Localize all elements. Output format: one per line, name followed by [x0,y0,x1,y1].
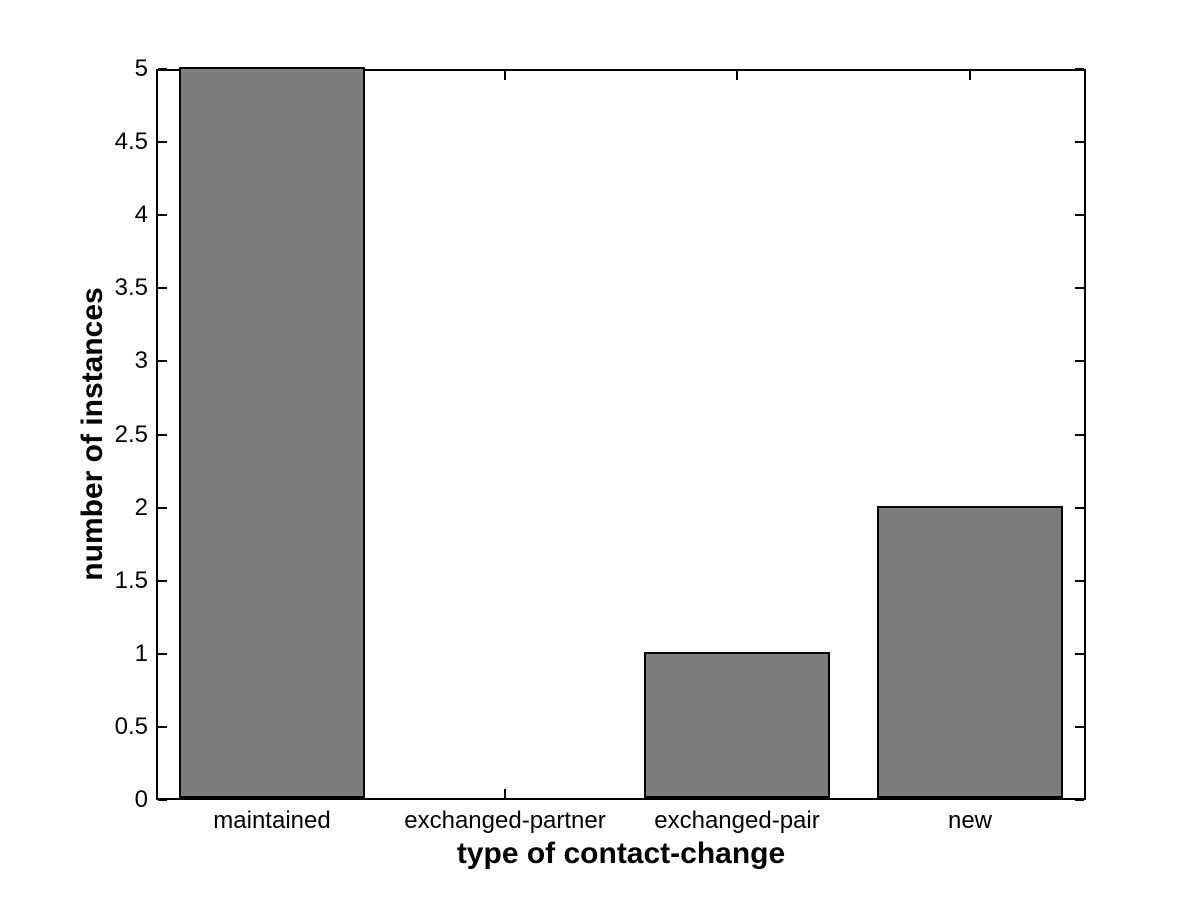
bar-new [877,506,1063,798]
y-tick-mark-left [158,214,167,216]
x-tick-mark-top [736,71,738,80]
y-tick-mark-right [1075,580,1084,582]
y-tick-mark-right [1075,287,1084,289]
y-tick-mark-right [1075,360,1084,362]
y-tick-mark-left [158,726,167,728]
x-tick-mark-top [504,71,506,80]
y-tick-mark-left [158,434,167,436]
y-tick-label: 0.5 [114,713,148,740]
y-tick-label: 4.5 [114,128,148,155]
y-tick-mark-right [1075,434,1084,436]
y-tick-label: 2.5 [114,421,148,448]
y-tick-label: 0 [134,786,148,813]
y-tick-mark-right [1075,68,1084,70]
y-tick-label: 4 [134,201,148,228]
plot-area [156,67,1086,801]
y-tick-label: 3.5 [114,274,148,301]
bar-maintained [179,67,365,798]
x-tick-label: maintained [213,807,331,834]
y-tick-mark-left [158,360,167,362]
x-tick-label: new [947,807,993,834]
y-tick-mark-left [158,580,167,582]
y-tick-mark-left [158,287,167,289]
y-tick-label: 1 [134,640,148,667]
y-tick-mark-right [1075,799,1084,801]
y-tick-mark-right [1075,141,1084,143]
x-tick-mark-top [969,71,971,80]
y-tick-mark-left [158,799,167,801]
y-tick-label: 5 [134,55,148,82]
y-tick-mark-right [1075,507,1084,509]
x-tick-label: exchanged-partner [404,807,606,834]
y-tick-mark-right [1075,653,1084,655]
x-tick-label: exchanged-pair [654,807,820,834]
y-tick-label: 1.5 [114,567,148,594]
y-tick-mark-left [158,68,167,70]
y-tick-mark-right [1075,214,1084,216]
y-tick-label: 2 [134,494,148,521]
y-tick-label: 3 [134,347,148,374]
y-tick-mark-left [158,653,167,655]
x-tick-mark-bottom [504,789,506,798]
y-tick-mark-left [158,141,167,143]
x-axis-label: type of contact-change [456,837,786,870]
y-tick-mark-right [1075,726,1084,728]
y-tick-mark-left [158,507,167,509]
bar-exchanged-pair [644,652,830,798]
